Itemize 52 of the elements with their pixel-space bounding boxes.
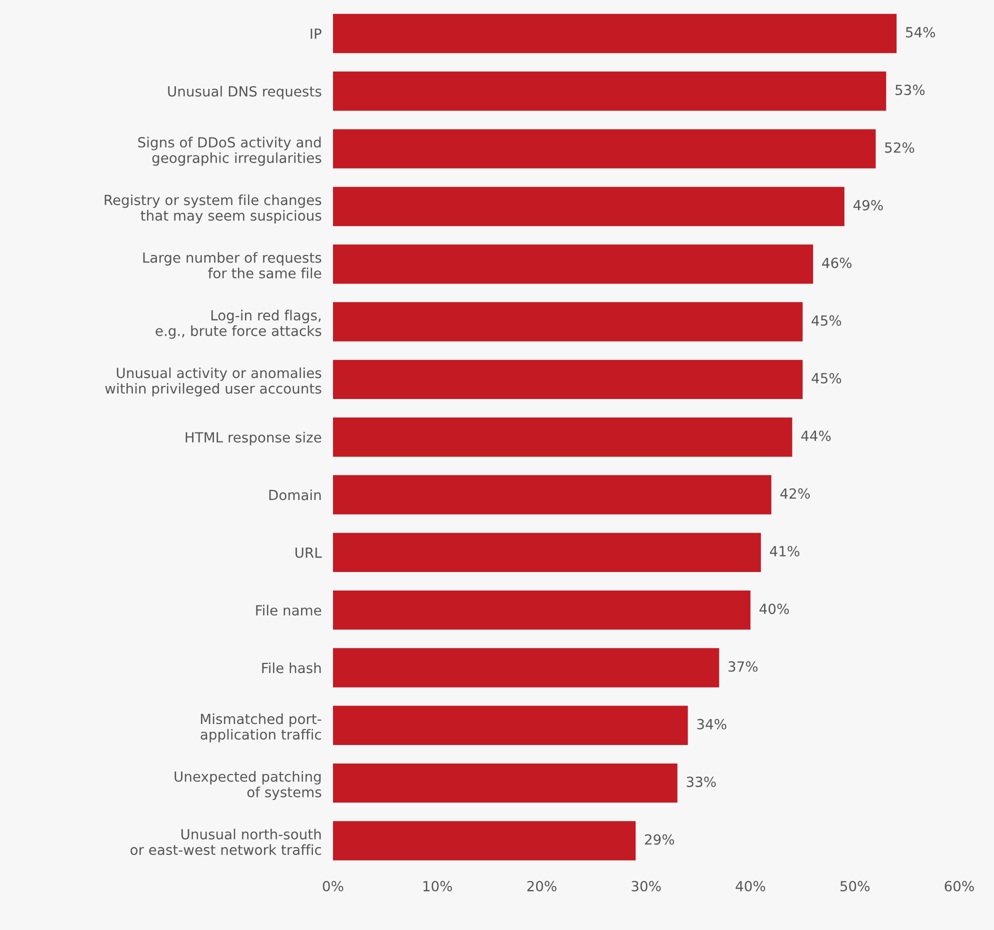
bar <box>332 532 761 572</box>
y-tick-label: File name <box>256 604 322 616</box>
y-tick-label: HTML response size <box>186 432 322 446</box>
data-label: 34% <box>697 718 726 730</box>
x-tick-label: 10% <box>423 880 452 892</box>
bar <box>332 590 750 630</box>
y-tick-label: IP <box>310 28 322 39</box>
x-tick-label: 0% <box>322 880 344 892</box>
bar <box>332 302 803 342</box>
bar <box>332 14 897 54</box>
y-tick-label: File hash <box>262 662 321 674</box>
y-tick-label: Domain <box>269 489 321 500</box>
y-tick-label: Signs of DDoS activity and geographic irregularities <box>138 136 322 166</box>
y-tick-label: Large number of requests for the same file <box>143 252 322 278</box>
data-label: 33% <box>686 776 716 788</box>
x-tick-label: 20% <box>527 880 556 892</box>
bar <box>332 129 876 168</box>
data-label: 40% <box>759 604 789 614</box>
x-tick-label: 40% <box>736 880 766 892</box>
bar <box>332 648 720 688</box>
data-label: 45% <box>812 372 842 384</box>
data-label: 42% <box>780 488 810 499</box>
data-label: 37% <box>728 661 758 672</box>
bar <box>332 72 886 111</box>
y-tick-label: Log-in red flags, e.g., brute force attacks <box>156 310 322 339</box>
bar <box>332 763 678 803</box>
x-tick-label: 60% <box>944 880 974 892</box>
y-tick-label: Unusual DNS requests <box>168 86 322 100</box>
y-tick-label: Unexpected patching of systems <box>174 771 322 800</box>
bar <box>332 186 844 226</box>
y-tick-label: URL <box>296 548 322 558</box>
bar <box>332 821 636 860</box>
data-label: 53% <box>896 84 925 96</box>
data-label: 52% <box>885 142 914 153</box>
data-label: 54% <box>906 27 936 38</box>
bar <box>332 475 772 514</box>
x-tick-label: 30% <box>632 880 661 892</box>
data-label: 44% <box>801 430 831 442</box>
data-label: 29% <box>645 834 674 845</box>
bar <box>332 417 792 457</box>
bar <box>332 244 814 284</box>
bar <box>332 360 803 400</box>
x-tick-label: 50% <box>840 880 870 892</box>
y-tick-label: Mismatched port- application traffic <box>200 713 322 742</box>
data-label: 49% <box>853 200 883 210</box>
bar <box>332 706 688 746</box>
data-label: 41% <box>770 546 800 556</box>
data-label: 45% <box>812 315 842 326</box>
y-tick-label: Unusual north-south or east-west network traffic <box>130 828 322 856</box>
y-tick-label: Registry or system file changes that may seem suspicious <box>104 194 322 224</box>
y-tick-label: Unusual activity or anomalies within privileged user accounts <box>105 367 322 396</box>
data-label: 46% <box>822 258 852 268</box>
